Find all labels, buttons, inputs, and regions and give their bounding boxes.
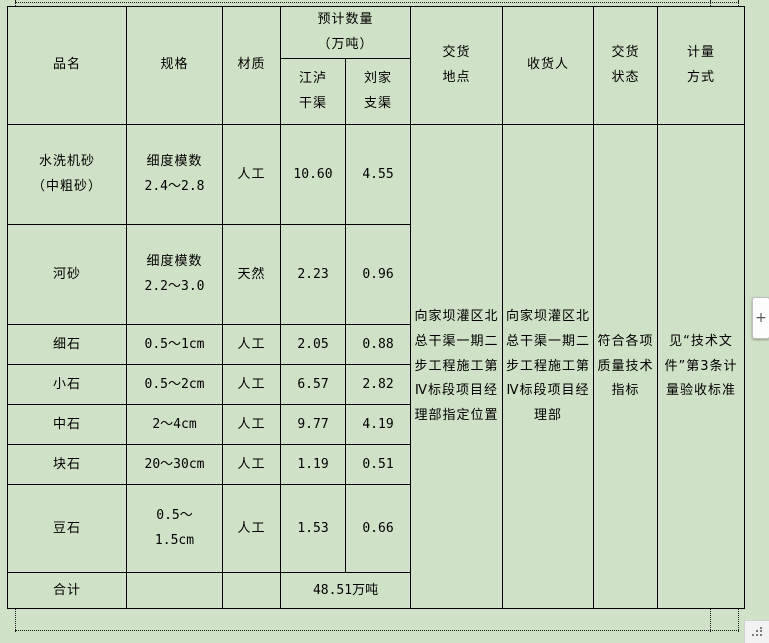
cell-material: 人工 [222, 404, 281, 446]
cell-product-name: 豆石 [7, 484, 127, 574]
cell-specification: 0.5～1cm [126, 324, 223, 366]
cell-qty-jianglu: 1.19 [280, 444, 346, 486]
margin-guide-bottom [15, 630, 739, 631]
specification-line1: 细度模数 [146, 254, 203, 270]
cell-qty-liujia: 0.96 [344, 224, 412, 326]
header-measurement-method-line1: 计量 [687, 45, 716, 60]
cell-specification: 20～30cm [126, 444, 223, 486]
specification-line1: 细度模数 [146, 154, 203, 170]
header-product-name: 品名 [7, 5, 127, 126]
cell-qty-liujia: 4.19 [344, 404, 412, 446]
resize-grip-glyph [752, 626, 762, 636]
cell-material: 天然 [222, 224, 281, 326]
header-consignee: 收货人 [502, 5, 595, 126]
cell-qty-jianglu: 10.60 [280, 124, 346, 226]
margin-guide-top [15, 2, 739, 3]
specification-line2: 2.2～3.0 [144, 278, 205, 294]
specification-line2: 2.4～2.8 [144, 178, 205, 194]
header-estimated-quantity-title: 预计数量 [317, 12, 374, 27]
header-qty-jianglu-line1: 江泸 [298, 71, 327, 87]
cell-specification: 2～4cm [126, 404, 223, 446]
cell-qty-liujia: 4.55 [344, 124, 412, 226]
cell-specification: 0.5～ 1.5cm [126, 484, 223, 574]
cell-total-spec-empty [126, 572, 223, 610]
cell-material: 人工 [222, 484, 281, 574]
header-delivery-status: 交货 状态 [593, 5, 659, 126]
table-row: 小石 0.5～2cm 人工 6.57 2.82 [7, 364, 745, 406]
cell-delivery-location-merged: 向家坝灌区北总干渠一期二步工程施工第Ⅳ标段项目经理部指定位置 [410, 124, 504, 610]
cell-product-name: 水洗机砂 （中粗砂） [7, 124, 127, 226]
table-header-row-2: 江泸 干渠 刘家 支渠 [8, 58, 745, 126]
cell-material: 人工 [222, 364, 281, 406]
header-delivery-location-line2: 地点 [442, 69, 471, 85]
cell-qty-liujia: 0.88 [344, 324, 412, 366]
cell-total-value: 48.51万吨 [279, 572, 412, 610]
header-qty-jianglu: 江泸 干渠 [280, 58, 346, 126]
cell-qty-liujia: 0.66 [344, 484, 412, 574]
cell-product-name: 小石 [7, 364, 127, 406]
cell-product-name: 河砂 [7, 224, 127, 326]
cell-specification: 0.5～2cm [126, 364, 223, 406]
cell-material: 人工 [222, 444, 281, 486]
table-row: 水洗机砂 （中粗砂） 细度模数 2.4～2.8 人工 10.60 4.55 向家… [7, 124, 746, 610]
cell-measurement-method-merged: 见“技术文件”第3条计量验收标准 [657, 124, 746, 610]
cell-material: 人工 [222, 124, 281, 226]
table-row: 块石 20～30cm 人工 1.19 0.51 [7, 444, 745, 486]
header-delivery-status-line2: 状态 [611, 69, 640, 85]
product-name-line1: 水洗机砂 [38, 154, 95, 170]
header-measurement-method: 计量 方式 [657, 5, 746, 126]
header-delivery-status-line1: 交货 [611, 45, 640, 60]
cell-qty-jianglu: 6.57 [280, 364, 346, 406]
header-estimated-quantity-unit: （万吨） [317, 36, 374, 52]
header-material: 材质 [222, 5, 281, 126]
expand-panel-button[interactable]: + [752, 297, 769, 339]
cell-qty-jianglu: 2.23 [280, 224, 346, 326]
cell-product-name: 中石 [7, 404, 127, 446]
cell-specification: 细度模数 2.2～3.0 [126, 224, 223, 326]
product-name-line2: （中粗砂） [31, 178, 102, 194]
cell-product-name: 块石 [7, 444, 127, 486]
cell-material: 人工 [222, 324, 281, 366]
table-row: 豆石 0.5～ 1.5cm 人工 1.53 0.66 [7, 484, 745, 574]
header-qty-liujia: 刘家 支渠 [344, 58, 412, 126]
table-header-row-1: 品名 规格 材质 预计数量 （万吨） 交货 地点 收货人 交货 状态 计量 [7, 5, 746, 126]
table-row: 河砂 细度模数 2.2～3.0 天然 2.23 0.96 [7, 224, 745, 326]
table-row: 细石 0.5～1cm 人工 2.05 0.88 [7, 324, 745, 366]
cell-delivery-status-merged: 符合各项质量技术指标 [593, 124, 659, 610]
header-estimated-quantity: 预计数量 （万吨） [279, 5, 412, 60]
header-qty-liujia-line2: 支渠 [364, 95, 393, 111]
cell-consignee-merged: 向家坝灌区北总干渠一期二步工程施工第Ⅳ标段项目经理部 [502, 124, 595, 610]
header-qty-liujia-line1: 刘家 [364, 71, 393, 87]
cell-qty-jianglu: 1.53 [280, 484, 346, 574]
cell-total-material-empty [222, 572, 281, 610]
table-total-row: 合计 48.51万吨 [7, 572, 745, 610]
material-supply-table: 品名 规格 材质 预计数量 （万吨） 交货 地点 收货人 交货 状态 计量 [7, 5, 746, 610]
header-delivery-location: 交货 地点 [410, 5, 504, 126]
resize-grip-icon[interactable] [744, 620, 769, 643]
header-measurement-method-line2: 方式 [687, 69, 716, 85]
cell-qty-jianglu: 9.77 [280, 404, 346, 446]
specification-line2: 1.5cm [154, 532, 195, 548]
header-delivery-location-line1: 交货 [442, 45, 471, 60]
cell-specification: 细度模数 2.4～2.8 [126, 124, 223, 226]
cell-product-name: 细石 [7, 324, 127, 366]
table-row: 中石 2～4cm 人工 9.77 4.19 [7, 404, 745, 446]
cell-qty-jianglu: 2.05 [280, 324, 346, 366]
specification-line1: 0.5～ [156, 508, 193, 524]
header-specification: 规格 [126, 5, 223, 126]
cell-qty-liujia: 0.51 [344, 444, 412, 486]
header-qty-jianglu-line2: 干渠 [298, 95, 327, 111]
cell-total-label: 合计 [7, 572, 127, 610]
cell-qty-liujia: 2.82 [344, 364, 412, 406]
